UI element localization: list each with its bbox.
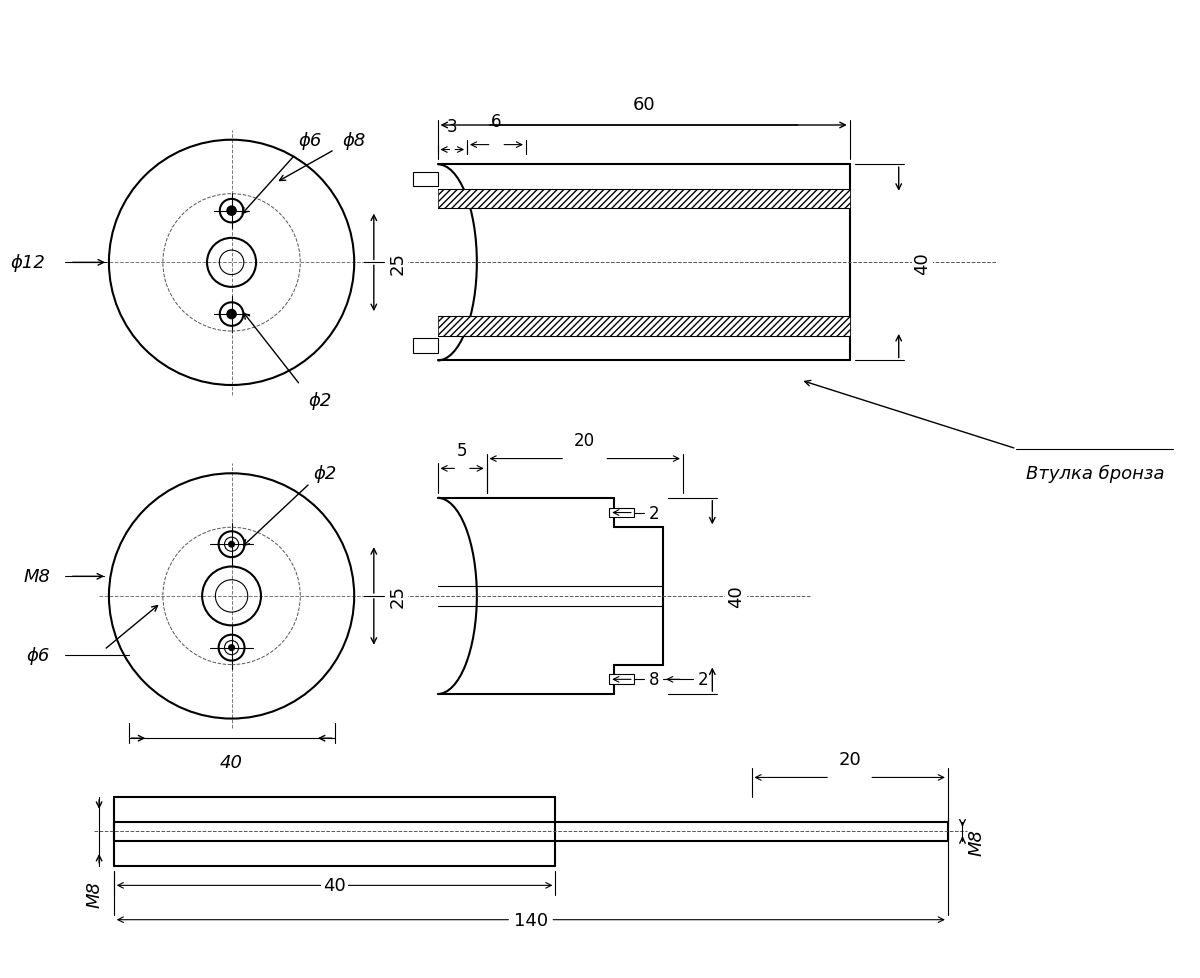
Text: 2: 2: [648, 504, 659, 522]
Text: ϕ6: ϕ6: [26, 646, 50, 664]
Text: 140: 140: [514, 911, 548, 929]
Bar: [438, 317, 850, 336]
Text: M8: M8: [23, 568, 50, 586]
Text: M8: M8: [967, 827, 985, 855]
Text: Втулка бронза: Втулка бронза: [1026, 464, 1164, 482]
Text: 6: 6: [491, 112, 502, 131]
Text: 40: 40: [323, 876, 346, 895]
Text: 25: 25: [389, 251, 407, 275]
Bar: [413, 339, 438, 354]
Text: ϕ2: ϕ2: [313, 465, 336, 483]
Text: ϕ8: ϕ8: [342, 132, 366, 150]
Text: 8: 8: [648, 671, 659, 689]
Text: ϕ12: ϕ12: [11, 254, 46, 272]
Bar: [413, 172, 438, 187]
Circle shape: [229, 645, 234, 651]
Text: 2: 2: [697, 671, 708, 689]
Text: 5: 5: [457, 441, 467, 459]
Text: 40: 40: [913, 251, 931, 275]
Text: 3: 3: [448, 117, 457, 136]
Text: 25: 25: [389, 585, 407, 607]
Bar: [610, 509, 634, 518]
Text: 20: 20: [839, 750, 862, 768]
Circle shape: [229, 542, 234, 548]
Text: 20: 20: [575, 431, 595, 449]
Text: 40: 40: [727, 585, 745, 607]
Text: 60: 60: [632, 96, 655, 114]
Text: ϕ6: ϕ6: [299, 132, 322, 150]
Bar: [610, 675, 634, 685]
Circle shape: [227, 206, 236, 216]
Circle shape: [227, 310, 236, 320]
Bar: [438, 190, 850, 209]
Text: M8: M8: [85, 880, 103, 908]
Text: ϕ2: ϕ2: [308, 391, 331, 409]
Text: 40: 40: [220, 753, 244, 771]
